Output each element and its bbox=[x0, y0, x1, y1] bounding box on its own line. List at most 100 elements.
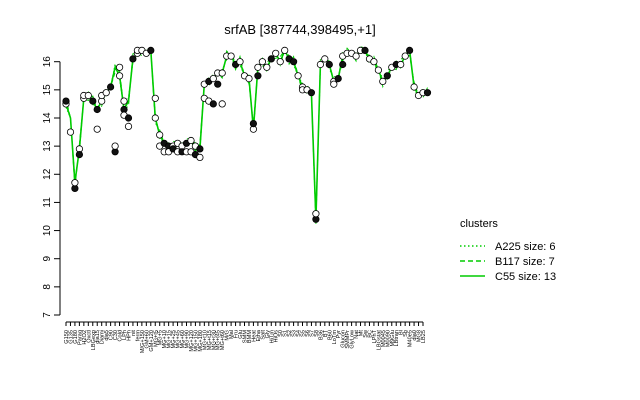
x-tick-label: GM+120 bbox=[149, 330, 155, 352]
data-point bbox=[151, 114, 159, 122]
x-tick-label: S6 bbox=[305, 330, 311, 337]
x-tick-label: LPh bbox=[122, 330, 128, 340]
data-point bbox=[227, 52, 235, 60]
x-tick-label: MG8 bbox=[417, 330, 423, 342]
data-point bbox=[254, 72, 262, 80]
x-tick-label: Heat bbox=[251, 330, 257, 342]
x-tick-label: Nat bbox=[354, 330, 360, 339]
x-tick-label: G135 bbox=[68, 330, 74, 344]
x-tick-label: M0090 bbox=[385, 330, 391, 347]
data-point bbox=[196, 153, 204, 161]
x-tick-label: B60 bbox=[327, 330, 333, 340]
y-axis: 7 8 9 10 11 12 13 14 15 16 bbox=[42, 56, 61, 318]
chart-title: srfAB [387744,398495,+1] bbox=[224, 22, 375, 37]
data-point bbox=[267, 55, 275, 63]
data-point bbox=[66, 128, 75, 136]
x-tick-label: Pyr bbox=[336, 330, 342, 339]
data-point bbox=[361, 46, 369, 55]
x-tick-label: HiTm bbox=[269, 330, 275, 344]
x-tick-label: LoTm bbox=[332, 330, 338, 345]
x-tick-label: MG+60 bbox=[180, 330, 186, 349]
data-point bbox=[111, 142, 119, 150]
x-tick-label: LB25 bbox=[421, 330, 427, 343]
x-tick-label: BMM bbox=[247, 330, 253, 343]
data-points bbox=[62, 46, 432, 223]
legend: clusters A225 size: 6 B117 size: 7 C55 siz… bbox=[460, 218, 556, 283]
x-tick-label: S2 bbox=[287, 330, 293, 337]
x-tick-label: S4 bbox=[296, 330, 302, 337]
x-tick-label: M/G+150 bbox=[140, 330, 146, 353]
data-point bbox=[405, 46, 414, 55]
data-point bbox=[410, 83, 418, 91]
x-tick-label: G150 bbox=[64, 330, 70, 344]
y-tick-label: 9 bbox=[42, 255, 53, 261]
data-point bbox=[312, 210, 320, 218]
data-point bbox=[334, 75, 342, 83]
x-tick-label: MG+t30 bbox=[211, 330, 217, 350]
x-tick-label: Paraq bbox=[77, 330, 83, 345]
x-tick-label: Etha bbox=[256, 329, 262, 341]
legend-label: C55 size: 13 bbox=[495, 271, 556, 283]
data-point bbox=[120, 97, 128, 105]
data-point bbox=[156, 131, 164, 139]
x-tick-label: Oxctl bbox=[86, 330, 92, 343]
data-point bbox=[370, 58, 378, 66]
x-tick-label: LBtran bbox=[394, 330, 400, 346]
x-tick-label: B36 bbox=[318, 330, 324, 340]
data-point bbox=[129, 55, 137, 63]
x-tick-label: G180 bbox=[73, 330, 79, 344]
x-tick-label: GM+60 bbox=[144, 330, 150, 349]
x-tick-label: SMMPr bbox=[345, 330, 351, 349]
data-point bbox=[187, 136, 195, 145]
x-tick-label: LBGstat bbox=[376, 330, 382, 351]
data-point bbox=[151, 94, 159, 102]
data-point bbox=[325, 60, 333, 69]
data-point bbox=[374, 66, 382, 74]
series-line-b117 bbox=[65, 44, 428, 225]
y-tick-label: 13 bbox=[42, 140, 53, 152]
data-point bbox=[218, 100, 226, 108]
y-tick-label: 11 bbox=[42, 197, 53, 208]
x-tick-label: LBGexp bbox=[91, 330, 97, 350]
data-point bbox=[289, 58, 298, 66]
data-point bbox=[272, 49, 280, 57]
data-point bbox=[116, 72, 124, 80]
x-tick-label: MG+5 bbox=[158, 330, 164, 345]
data-point bbox=[209, 100, 217, 108]
x-tick-label: Fru bbox=[234, 330, 240, 338]
x-tick-label: SMM bbox=[243, 330, 249, 343]
data-point bbox=[84, 91, 92, 100]
y-tick-label: 10 bbox=[42, 225, 53, 237]
data-point bbox=[89, 97, 97, 105]
y-tick-label: 16 bbox=[42, 56, 53, 68]
x-tick-label: Glucon bbox=[341, 330, 347, 348]
legend-label: B117 size: 7 bbox=[495, 256, 555, 268]
x-tick-label: M40e5 bbox=[408, 330, 414, 347]
y-tick-label: 12 bbox=[42, 168, 53, 180]
series-lines bbox=[65, 44, 428, 225]
legend-label: A225 size: 6 bbox=[495, 241, 556, 253]
data-point bbox=[316, 60, 324, 69]
x-axis: G150G135G180ParaqH2O2OxctlLBGexpdia15Dia… bbox=[64, 321, 427, 353]
x-tick-label: BT bbox=[323, 329, 329, 337]
data-point bbox=[397, 60, 405, 69]
data-point bbox=[62, 97, 70, 105]
x-tick-label: GlyLow bbox=[350, 329, 356, 349]
y-tick-label: 14 bbox=[42, 112, 53, 124]
data-point bbox=[294, 72, 302, 80]
x-tick-label: S5 bbox=[301, 330, 307, 337]
data-point bbox=[93, 125, 101, 133]
data-point bbox=[401, 52, 409, 60]
x-tick-label: LPhT bbox=[372, 329, 378, 343]
data-point bbox=[307, 89, 315, 97]
data-point bbox=[379, 77, 387, 86]
data-point bbox=[116, 63, 124, 71]
data-point bbox=[423, 89, 432, 97]
x-tick-label: dia0 bbox=[412, 330, 418, 341]
x-tick-label: nit bbox=[131, 330, 137, 336]
data-point bbox=[236, 58, 244, 66]
data-point bbox=[258, 58, 266, 66]
data-point bbox=[75, 151, 84, 159]
x-tick-label: BC bbox=[367, 330, 373, 338]
